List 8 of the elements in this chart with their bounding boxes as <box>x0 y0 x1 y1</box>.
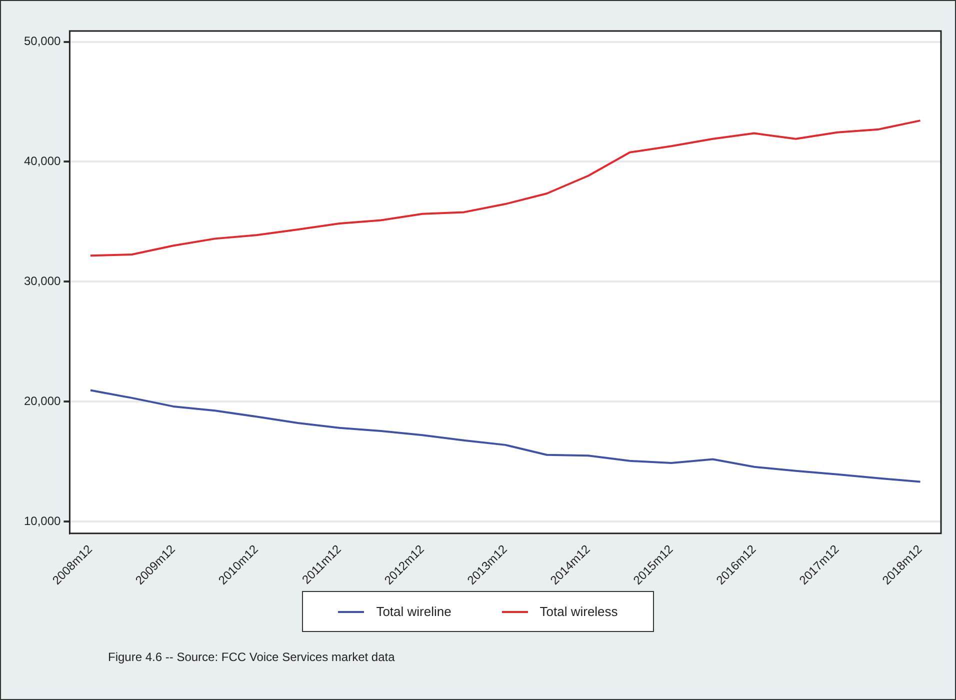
y-tick-label: 30,000 <box>24 274 62 288</box>
y-tick-label: 50,000 <box>24 34 62 48</box>
legend-label: Total wireless <box>540 604 618 619</box>
caption: Figure 4.6 -- Source: FCC Voice Services market data <box>108 650 396 664</box>
y-tick-label: 40,000 <box>24 154 62 168</box>
legend-label: Total wireline <box>376 604 452 619</box>
y-tick-label: 20,000 <box>24 394 62 408</box>
y-tick-label: 10,000 <box>24 514 62 528</box>
